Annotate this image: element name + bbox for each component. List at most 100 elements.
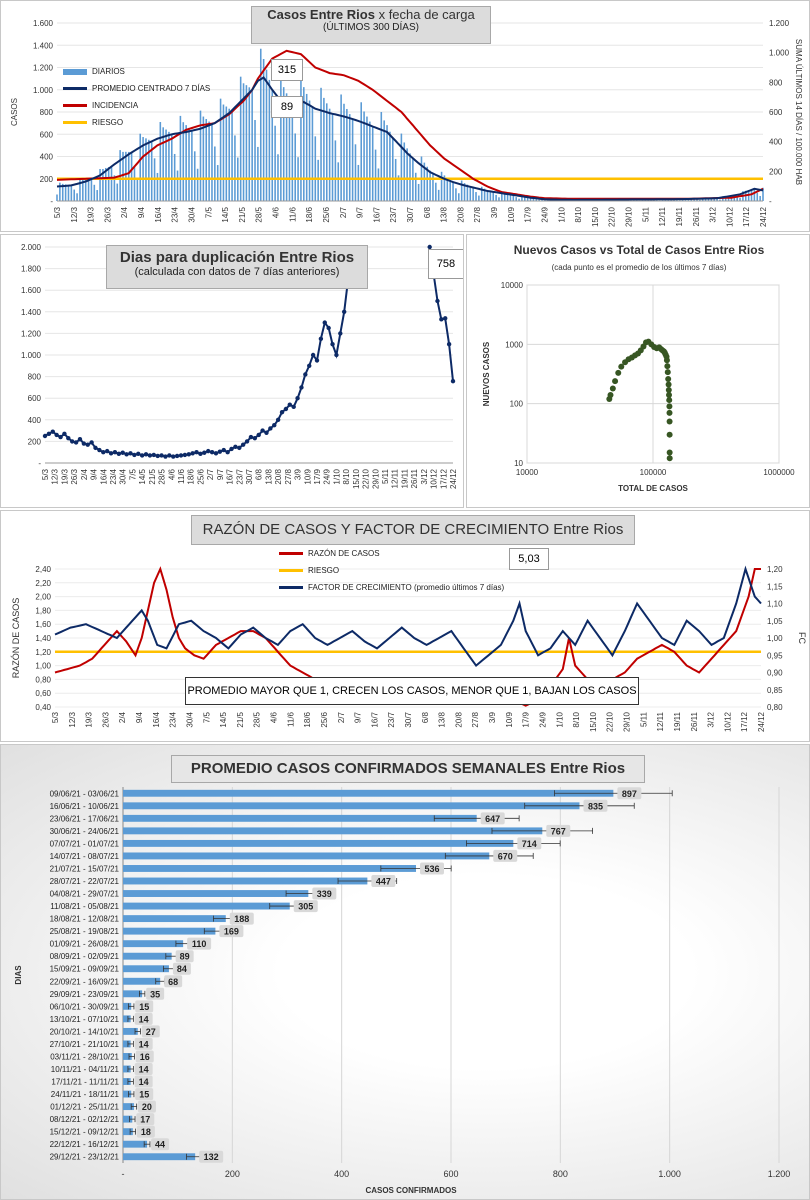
x-tick-label: 3/9 [488, 711, 497, 723]
y-tick-label: 1000 [505, 340, 523, 349]
y-tick-label: 2,40 [35, 565, 51, 574]
value-label-bg [136, 1125, 155, 1138]
daily-bar [366, 116, 368, 201]
x-tick-label: 7/5 [202, 711, 211, 723]
value-label: 89 [180, 952, 190, 962]
x-tick-label: 8/10 [342, 468, 351, 484]
x-tick-label: 800 [553, 1169, 568, 1179]
daily-bar [305, 93, 308, 201]
daily-bar [635, 199, 638, 201]
x-tick-label: 7/5 [128, 468, 137, 480]
daily-bar [437, 189, 440, 201]
daily-bar [515, 197, 517, 201]
y2-tick-label: 400 [769, 138, 783, 147]
category-label: 27/10/21 - 21/10/21 [50, 1040, 120, 1049]
y-tick-label: 1.000 [33, 86, 54, 95]
daily-bar [478, 195, 480, 201]
doubling-point [439, 317, 444, 322]
weekly-bar [123, 1078, 131, 1085]
value-label: 18 [141, 1127, 151, 1137]
y-tick-label: 1,60 [35, 620, 51, 629]
weekly-bar [123, 802, 580, 810]
ratio-note: PROMEDIO MAYOR QUE 1, CRECEN LOS CASOS, … [185, 677, 639, 705]
category-label: 30/06/21 - 24/06/21 [50, 827, 120, 836]
scatter-point [663, 357, 670, 364]
daily-bar [475, 192, 477, 201]
weekly-bar [123, 839, 514, 847]
weekly-bar [123, 1002, 132, 1010]
daily-bar [762, 187, 764, 201]
x-tick-label: 2/7 [206, 468, 215, 480]
x-tick-label: 29/10 [625, 206, 634, 227]
doubling-point [70, 439, 75, 444]
scatter-point [607, 391, 614, 398]
x-tick-label: 24/9 [540, 206, 549, 222]
x-tick-label: 10/9 [505, 711, 514, 727]
weekly-bar [123, 877, 368, 885]
doubling-point [303, 372, 308, 377]
daily-bar [280, 75, 282, 201]
y2-tick-label: 800 [769, 78, 783, 87]
x-tick-label: 21/5 [236, 711, 245, 727]
daily-bar [498, 197, 500, 201]
x-tick-label: 26/3 [103, 206, 112, 222]
scatter-point [665, 376, 672, 383]
x-tick-label: 19/11 [675, 206, 684, 226]
legend-label: PROMEDIO CENTRADO 7 DÍAS [92, 84, 211, 93]
daily-bar [145, 138, 147, 201]
daily-bar [489, 190, 492, 201]
doubling-point [116, 451, 122, 457]
category-label: 10/11/21 - 04/11/21 [51, 1065, 120, 1074]
daily-bar [70, 185, 73, 201]
scatter-point [612, 378, 619, 385]
x-tick-label: 23/7 [389, 206, 398, 222]
doubling-point [171, 454, 176, 459]
doubling-point [85, 442, 90, 447]
y-tick-label: 1.000 [21, 351, 42, 360]
daily-bar [73, 189, 76, 201]
daily-bar [492, 191, 495, 201]
doubling-point [202, 450, 207, 455]
doubling-point [167, 453, 172, 458]
weekly-bar [123, 890, 309, 897]
legend-item-promedio: PROMEDIO CENTRADO 7 DÍAS [63, 80, 210, 97]
category-label: 22/12/21 - 16/12/21 [50, 1140, 120, 1149]
doubling-point [58, 434, 63, 440]
doubling-point [155, 453, 160, 459]
doubling-point [330, 342, 335, 347]
x-tick-label: 26/3 [70, 468, 79, 484]
daily-bar [526, 196, 529, 201]
value-label: 16 [140, 1052, 150, 1062]
category-label: 29/09/21 - 23/09/21 [50, 990, 120, 999]
value-label: 15 [139, 1002, 149, 1012]
daily-bar [67, 184, 70, 201]
value-label-bg [546, 824, 571, 837]
x-tick-label: 24/9 [323, 468, 332, 484]
daily-bar [139, 133, 142, 201]
doubling-days-chart: - 200 400 600 800 1.000 1.200 1.400 1.600 1.800 2.… [21, 243, 458, 489]
category-label: 23/06/21 - 17/06/21 [50, 814, 120, 823]
value-label: 447 [376, 877, 391, 887]
daily-bar [116, 183, 119, 201]
x-tick-label: 9/4 [135, 711, 144, 723]
weekly-bar [123, 1015, 131, 1023]
daily-bar [64, 184, 67, 201]
weekly-bar [123, 927, 216, 935]
weekly-bar [123, 865, 417, 872]
y2-tick-label: 0,85 [767, 686, 783, 695]
daily-bar [90, 179, 93, 201]
x-tick-label: 1.000 [658, 1169, 681, 1179]
x-tick-label: 15/10 [352, 468, 361, 489]
daily-bar [291, 105, 294, 201]
doubling-point [283, 406, 289, 412]
daily-bar [391, 137, 394, 201]
daily-bar [199, 110, 202, 201]
daily-bar [234, 135, 236, 201]
daily-bar [696, 199, 698, 201]
daily-bar [354, 144, 357, 201]
x-tick-label: 18/6 [305, 206, 314, 222]
value-label: 897 [622, 789, 637, 799]
x-tick-label: 4/6 [272, 206, 281, 218]
doubling-point [322, 320, 327, 325]
y-tick-label: 10 [514, 459, 523, 468]
